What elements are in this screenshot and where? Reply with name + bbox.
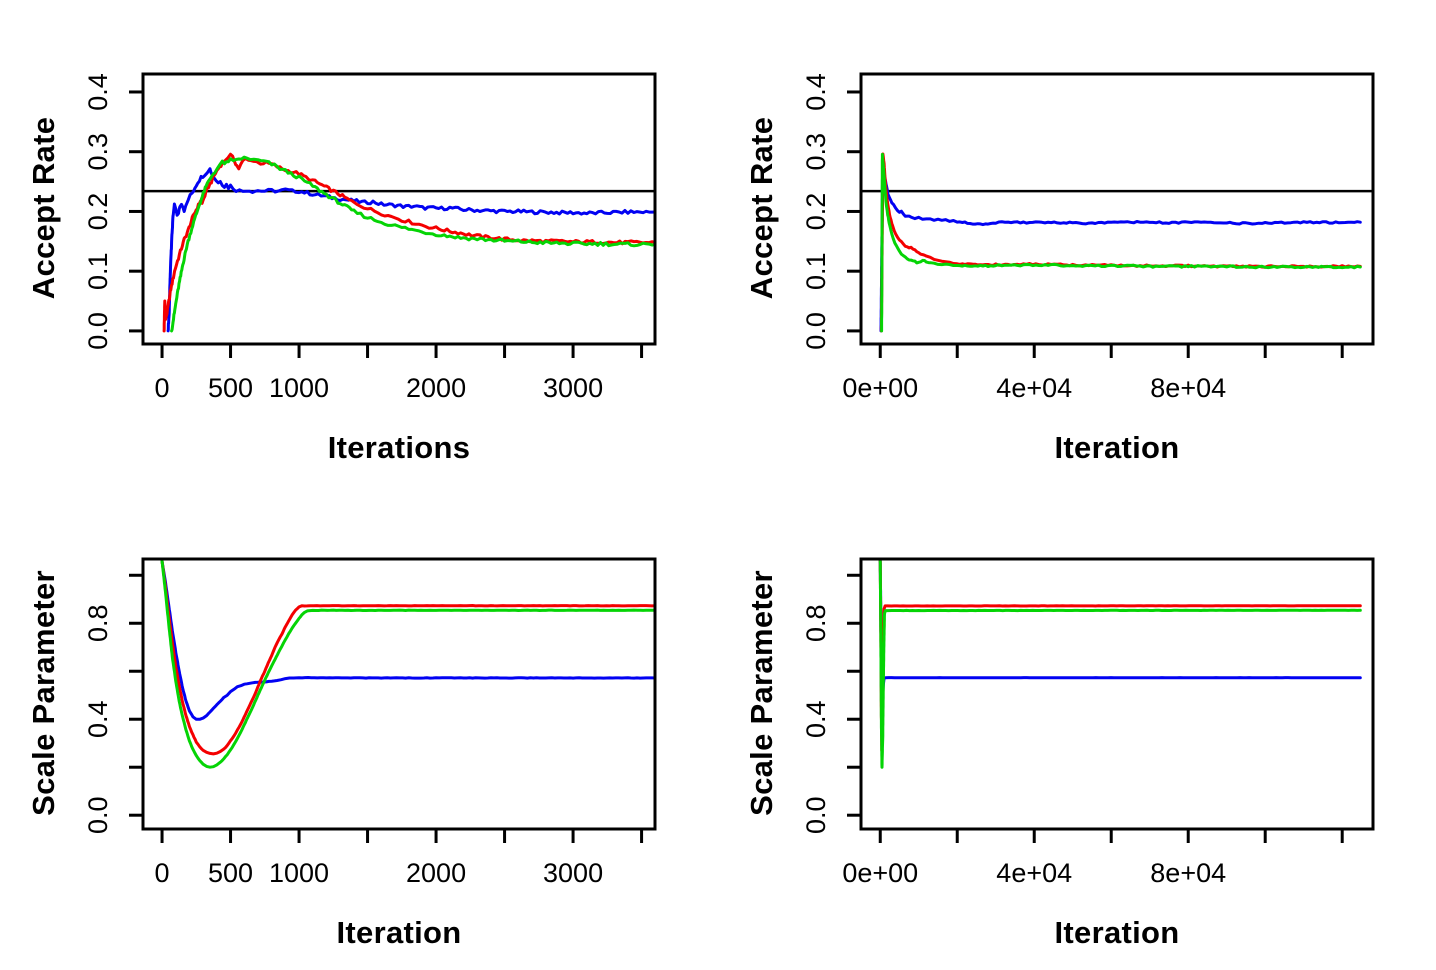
plot-box	[859, 72, 1375, 346]
trace-line-chain-blue	[879, 167, 1362, 333]
x-tick-label: 4e+04	[996, 858, 1072, 888]
x-tick-label: 2000	[406, 858, 466, 888]
y-tick-label: 0.4	[83, 73, 113, 111]
x-tick-label: 1000	[269, 373, 329, 403]
x-axis-title: Iteration	[336, 915, 462, 950]
y-tick-label: 0.1	[801, 252, 831, 290]
y-tick-label: 0.0	[83, 796, 113, 834]
y-tick-label: 0.1	[83, 252, 113, 290]
trace-line-chain-green	[170, 155, 655, 333]
y-tick-label: 0.4	[801, 73, 831, 111]
x-tick-label: 0e+00	[842, 373, 918, 403]
trace-line-chain-green	[878, 559, 1362, 769]
y-tick-label: 0.0	[83, 312, 113, 350]
y-tick-label: 0.0	[801, 312, 831, 350]
x-axis-title: Iteration	[1054, 915, 1180, 950]
plot-box	[141, 72, 657, 346]
accept-rate-short-plot: 0 500 1000 2000 3000 0.0 0.1 0.2 0.3 0.4	[83, 72, 657, 403]
trace-line-chain-green	[880, 152, 1362, 333]
trace-line-chain-red	[878, 559, 1362, 752]
y-axis-title: Accept Rate	[744, 116, 779, 300]
x-tick-label: 1000	[269, 858, 329, 888]
x-tick-label: 8e+04	[1150, 373, 1226, 403]
accept-rate-long-plot: 0e+00 4e+04 8e+04 0.0 0.1 0.2 0.3 0.4	[801, 72, 1375, 403]
trace-line-chain-red	[879, 152, 1362, 333]
trace-line-chain-blue	[166, 167, 655, 333]
y-tick-label: 0.2	[801, 193, 831, 231]
trace-line-chain-blue	[160, 559, 655, 721]
y-axis-title: Scale Parameter	[26, 570, 61, 816]
panel-accept-rate-short: 0 500 1000 2000 3000 0.0 0.1 0.2 0.3 0.4 Accept R…	[0, 0, 718, 485]
x-tick-label: 500	[208, 373, 253, 403]
panel-scale-parameter-long: 0e+00 4e+04 8e+04 0.0 0.4 0.8 Scale Parameter…	[718, 485, 1436, 970]
panel-scale-parameter-short: 0 500 1000 2000 3000 0.0 0.4 0.8 Scale Paramete…	[0, 485, 718, 970]
y-tick-label: 0.0	[801, 796, 831, 834]
x-axis-title: Iterations	[327, 430, 471, 465]
y-axis-title: Accept Rate	[26, 116, 61, 300]
y-tick-label: 0.4	[83, 700, 113, 738]
panel-accept-rate-long: 0e+00 4e+04 8e+04 0.0 0.1 0.2 0.3 0.4 Accept Ra…	[718, 0, 1436, 485]
y-tick-label: 0.8	[801, 604, 831, 642]
x-axis-title: Iteration	[1054, 430, 1180, 465]
x-tick-label: 3000	[543, 373, 603, 403]
x-tick-label: 2000	[406, 373, 466, 403]
trace-line-chain-blue	[878, 559, 1362, 714]
plot-box	[859, 557, 1375, 831]
plot-box	[141, 557, 657, 831]
y-tick-label: 0.4	[801, 700, 831, 738]
x-tick-label: 3000	[543, 858, 603, 888]
y-tick-label: 0.2	[83, 193, 113, 231]
x-tick-label: 0e+00	[842, 858, 918, 888]
trace-line-chain-green	[160, 559, 655, 769]
y-axis-title: Scale Parameter	[744, 570, 779, 816]
x-tick-label: 500	[208, 858, 253, 888]
scale-parameter-short-plot: 0 500 1000 2000 3000 0.0 0.4 0.8	[83, 557, 657, 888]
x-tick-label: 0	[155, 858, 170, 888]
y-tick-label: 0.8	[83, 604, 113, 642]
x-tick-label: 4e+04	[996, 373, 1072, 403]
trace-line-chain-red	[160, 559, 655, 756]
scale-parameter-long-plot: 0e+00 4e+04 8e+04 0.0 0.4 0.8	[801, 557, 1375, 888]
x-tick-label: 0	[155, 373, 170, 403]
x-tick-label: 8e+04	[1150, 858, 1226, 888]
y-tick-label: 0.3	[801, 133, 831, 171]
y-tick-label: 0.3	[83, 133, 113, 171]
